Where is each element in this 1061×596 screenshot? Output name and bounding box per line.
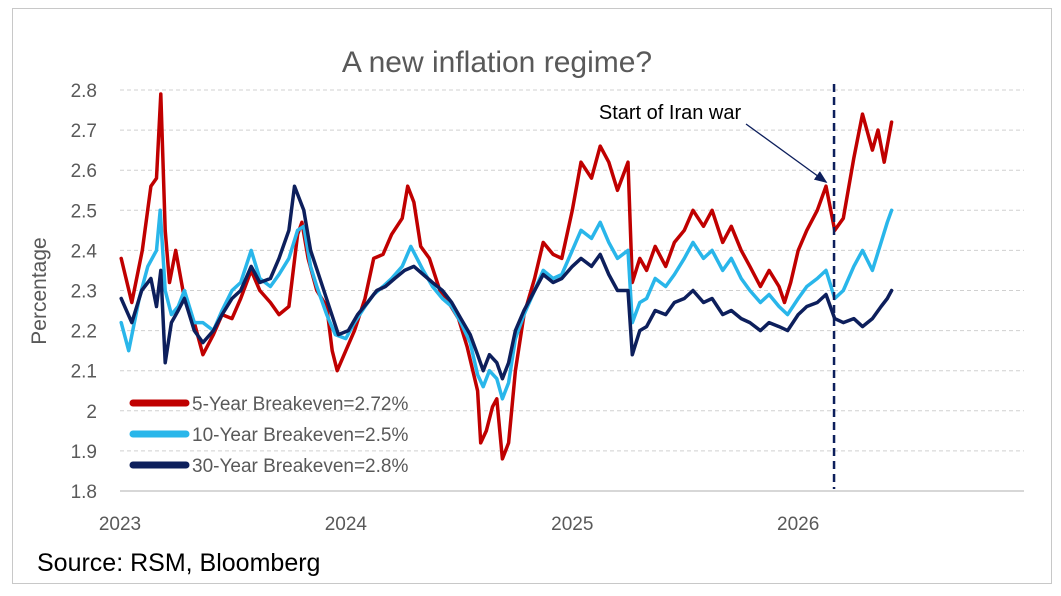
y-axis-label: Percentage <box>28 237 51 344</box>
chart-title: A new inflation regime? <box>342 46 652 79</box>
y-tick-label: 1.9 <box>71 442 97 463</box>
chart-frame <box>12 8 1052 584</box>
y-tick-labels: 1.8 1.9 2 2.1 2.2 2.3 2.4 2.5 2.6 2.7 2.8 <box>71 81 98 503</box>
y-tick-label: 1.8 <box>71 482 97 503</box>
y-tick-label: 2.2 <box>71 322 97 343</box>
x-tick-label: 2026 <box>777 514 819 535</box>
y-tick-label: 2.8 <box>71 81 97 102</box>
series-lines <box>119 92 894 461</box>
y-tick-label: 2 <box>86 402 97 423</box>
series-line <box>119 92 894 461</box>
legend-label: 30-Year Breakeven=2.8% <box>192 456 408 477</box>
y-tick-label: 2.5 <box>71 201 97 222</box>
x-tick-label: 2025 <box>551 514 593 535</box>
y-tick-label: 2.7 <box>71 121 97 142</box>
series-line <box>119 208 894 401</box>
legend-label: 5-Year Breakeven=2.72% <box>192 394 408 415</box>
x-tick-label: 2023 <box>99 514 141 535</box>
y-tick-label: 2.6 <box>71 161 97 182</box>
annotation-layer: Start of Iran war <box>599 84 836 489</box>
y-tick-label: 2.3 <box>71 282 97 303</box>
y-tick-label: 2.1 <box>71 362 97 383</box>
x-tick-labels: 2023 2024 2025 2026 <box>99 514 819 535</box>
annotation-label: Start of Iran war <box>599 102 742 124</box>
legend: 5-Year Breakeven=2.72% 10-Year Breakeven=… <box>129 394 408 477</box>
series-line <box>119 184 894 381</box>
source-note: Source: RSM, Bloomberg <box>37 549 321 577</box>
legend-label: 10-Year Breakeven=2.5% <box>192 425 408 446</box>
y-tick-label: 2.4 <box>71 241 98 262</box>
x-tick-label: 2024 <box>325 514 368 535</box>
annotation-arrow <box>745 123 828 184</box>
